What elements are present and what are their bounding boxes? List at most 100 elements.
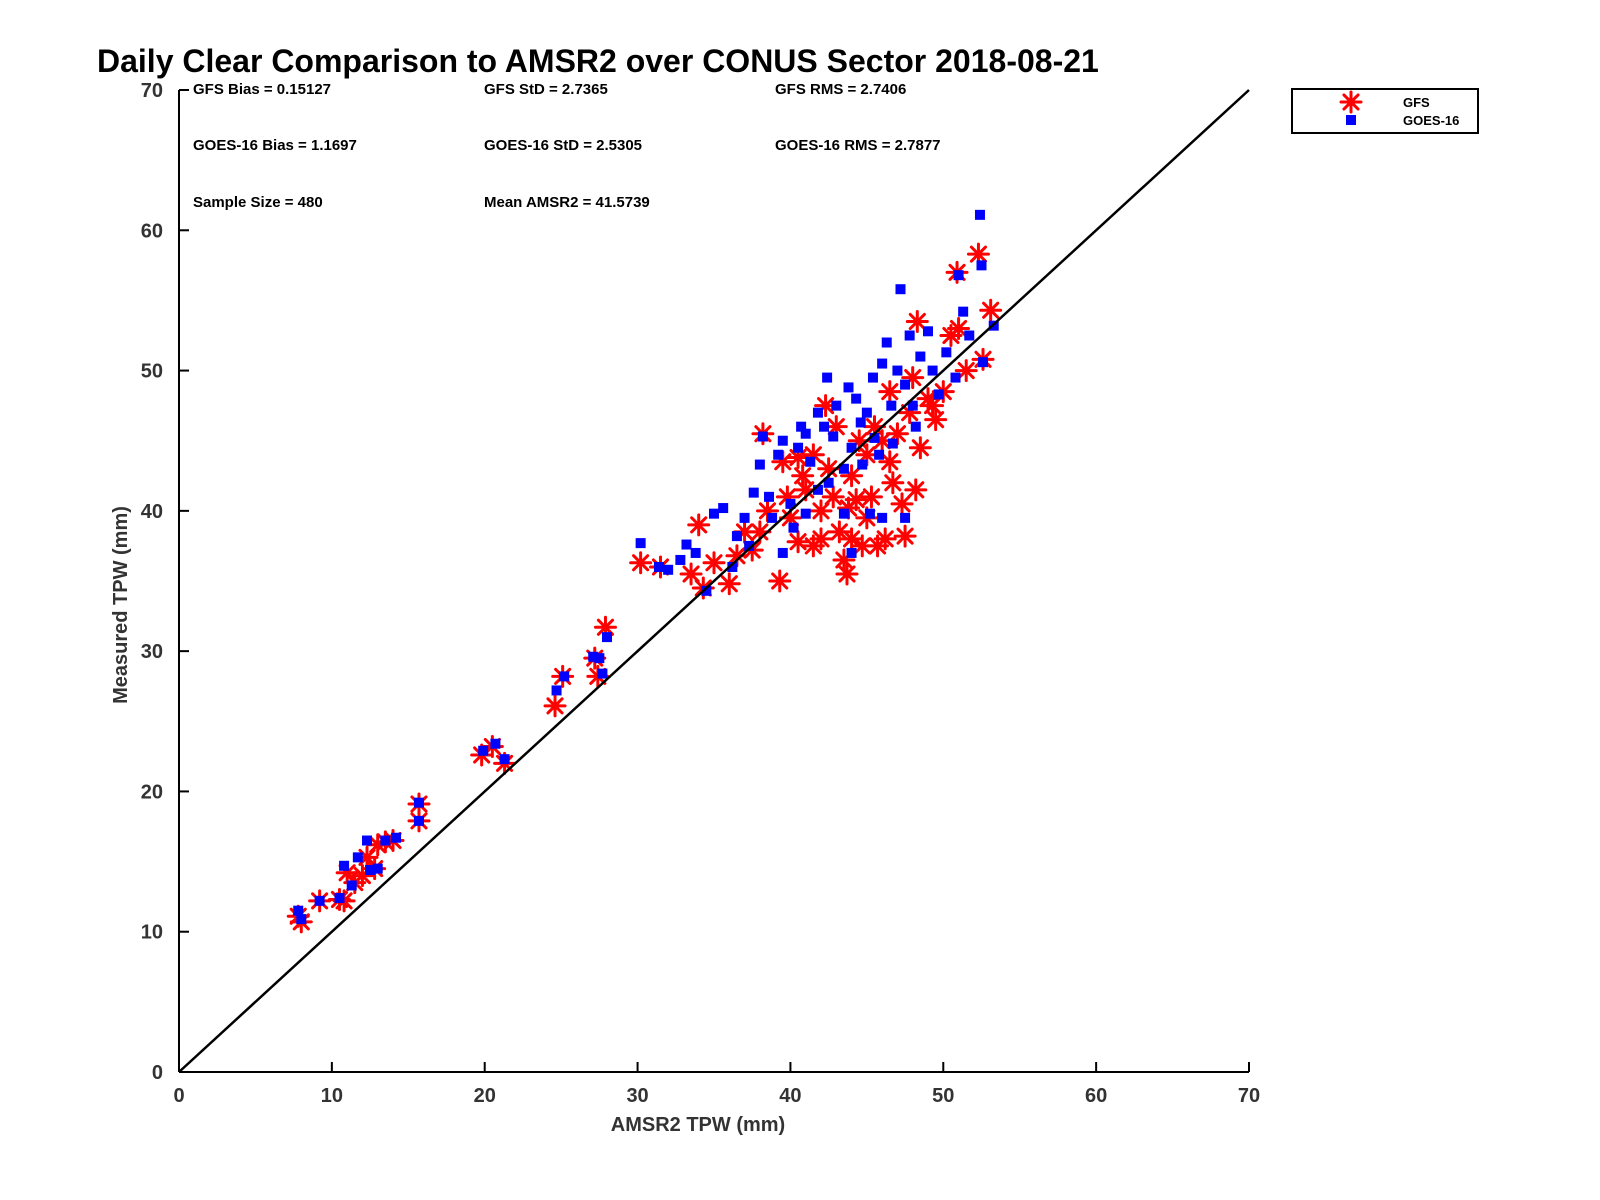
goes-16-point bbox=[478, 745, 489, 756]
goes-16-point bbox=[819, 421, 830, 432]
one-to-one-reference-line bbox=[178, 89, 1250, 1073]
gfs-point bbox=[809, 527, 833, 551]
goes-16-point bbox=[293, 905, 304, 916]
x-tick-label: 30 bbox=[626, 1085, 648, 1107]
goes-16-point bbox=[933, 389, 944, 400]
y-tick-label: 0 bbox=[152, 1062, 163, 1084]
goes-16-point bbox=[869, 432, 880, 443]
goes-16-point bbox=[900, 512, 911, 523]
legend-goes-label: GOES-16 bbox=[1403, 113, 1459, 128]
goes-16-point bbox=[764, 491, 775, 502]
goes-16-point bbox=[887, 438, 898, 449]
legend-box bbox=[1291, 88, 1479, 134]
goes-16-point bbox=[372, 863, 383, 874]
gfs-point bbox=[791, 464, 815, 488]
goes-16-point bbox=[339, 860, 350, 871]
goes-16-point bbox=[900, 379, 911, 390]
y-tick-label: 70 bbox=[141, 80, 163, 102]
goes-16-point bbox=[777, 547, 788, 558]
gfs-point bbox=[702, 551, 726, 575]
gfs-point bbox=[629, 551, 653, 575]
goes-16-point bbox=[846, 547, 857, 558]
goes-16-point bbox=[886, 400, 897, 411]
goes-16-point bbox=[923, 326, 933, 337]
points-layer bbox=[286, 209, 1003, 934]
goes-16-point bbox=[877, 512, 888, 523]
y-tick-label: 60 bbox=[141, 220, 163, 242]
goes-16-point bbox=[777, 435, 788, 446]
goes-16-point bbox=[701, 585, 712, 596]
goes-16-point bbox=[334, 893, 345, 904]
gfs-point bbox=[543, 694, 567, 718]
x-tick-label: 40 bbox=[779, 1085, 801, 1107]
goes-16-point bbox=[551, 685, 562, 696]
y-axis-label: Measured TPW (mm) bbox=[110, 506, 132, 704]
statistics-annotations: GFS Bias = 0.15127 GFS StD = 2.7365 GFS … bbox=[193, 81, 941, 211]
gfs-point bbox=[979, 298, 1003, 322]
goes-16-point bbox=[413, 815, 424, 826]
goes-16-point bbox=[974, 209, 985, 220]
gfs-point bbox=[885, 422, 909, 446]
gfs-point bbox=[873, 527, 897, 551]
legend: GFS GOES-16 bbox=[1291, 88, 1479, 134]
gfs-point bbox=[954, 359, 978, 383]
goes-16-point bbox=[588, 651, 599, 662]
x-tick-label: 10 bbox=[321, 1085, 343, 1107]
gfs-point bbox=[859, 485, 883, 509]
goes-16-point bbox=[861, 407, 872, 418]
goes-16-point bbox=[602, 632, 612, 643]
goes-16-point bbox=[748, 487, 759, 498]
goes-16-point bbox=[915, 351, 926, 362]
goes-16-point bbox=[907, 400, 918, 411]
gfs-point bbox=[878, 380, 902, 404]
goes-16-point bbox=[391, 832, 402, 843]
legend-goes-square-icon bbox=[1346, 115, 1356, 125]
y-tick-label: 20 bbox=[141, 781, 163, 803]
goes-16-point bbox=[892, 365, 903, 376]
stat-mean-amsr2: Mean AMSR2 = 41.5739 bbox=[484, 194, 650, 211]
x-axis-ticks: 0 10 20 30 40 50 60 70 bbox=[173, 1062, 1260, 1107]
goes-16-point bbox=[843, 382, 854, 393]
goes-16-point bbox=[681, 539, 692, 550]
goes-16-point bbox=[964, 330, 975, 341]
stat-gfs-rms: GFS RMS = 2.7406 bbox=[775, 81, 906, 98]
goes-16-point bbox=[413, 797, 424, 808]
goes-16-point bbox=[958, 306, 969, 317]
goes-16-point bbox=[941, 347, 952, 358]
goes-16-point bbox=[805, 456, 816, 467]
gfs-point bbox=[921, 394, 945, 418]
goes-16-point bbox=[653, 561, 664, 572]
goes-16-point bbox=[365, 864, 376, 875]
goes-16-point bbox=[796, 421, 807, 432]
goes-16-point bbox=[867, 372, 878, 383]
goes-16-point bbox=[976, 260, 987, 271]
goes-16-point bbox=[800, 508, 811, 519]
goes-16-point bbox=[346, 880, 357, 891]
goes-16-point bbox=[352, 852, 363, 863]
y-tick-label: 50 bbox=[141, 361, 163, 383]
goes-16-point bbox=[953, 270, 964, 281]
goes-16-point bbox=[822, 372, 833, 383]
goes-16-point bbox=[910, 421, 921, 432]
stat-gfs-std: GFS StD = 2.7365 bbox=[484, 81, 608, 98]
goes-16-point bbox=[296, 914, 307, 925]
goes-16-point bbox=[881, 337, 892, 348]
goes-16-point bbox=[812, 407, 823, 418]
gfs-point bbox=[904, 478, 928, 502]
gfs-point bbox=[824, 415, 848, 439]
goes-16-point bbox=[846, 442, 857, 453]
goes-16-point bbox=[773, 449, 784, 460]
goes-16-point bbox=[927, 365, 938, 376]
gfs-point bbox=[827, 520, 851, 544]
goes-16-point bbox=[800, 428, 811, 439]
goes-16-point bbox=[690, 547, 701, 558]
legend-gfs-label: GFS bbox=[1403, 95, 1430, 110]
goes-16-point bbox=[950, 372, 961, 383]
goes-16-point bbox=[499, 754, 510, 765]
gfs-point bbox=[890, 492, 914, 516]
gfs-point bbox=[947, 316, 971, 340]
gfs-point bbox=[786, 530, 810, 554]
goes-16-point bbox=[635, 538, 646, 549]
stat-gfs-bias: GFS Bias = 0.15127 bbox=[193, 81, 331, 98]
